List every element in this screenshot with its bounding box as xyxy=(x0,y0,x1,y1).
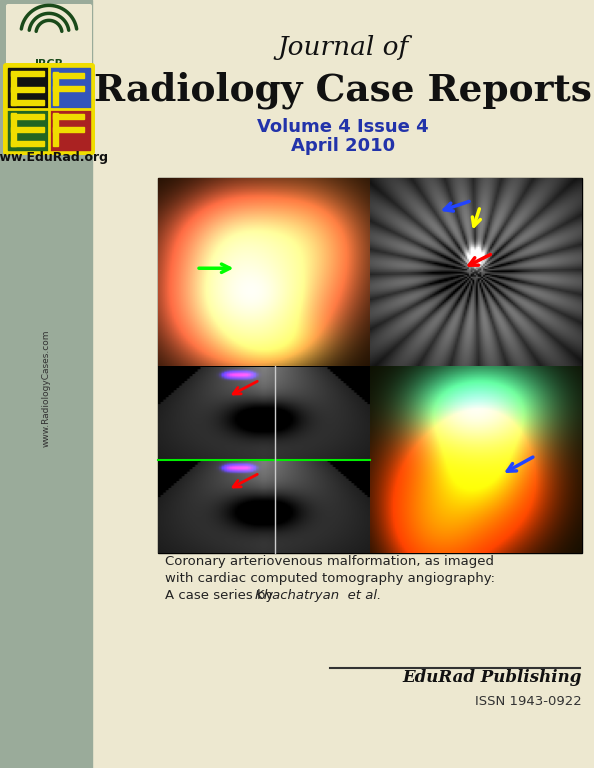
Bar xyxy=(11,113,16,146)
Text: April 2010: April 2010 xyxy=(291,137,395,155)
Bar xyxy=(11,114,44,119)
Bar xyxy=(8,109,49,150)
Text: EduRad Publishing: EduRad Publishing xyxy=(403,669,582,686)
Bar xyxy=(11,71,44,76)
Bar xyxy=(11,127,44,132)
Bar xyxy=(49,109,90,150)
Bar xyxy=(53,72,58,105)
Text: Coronary arteriovenous malformation, as imaged: Coronary arteriovenous malformation, as … xyxy=(165,555,494,568)
Text: with cardiac computed tomography angiography:: with cardiac computed tomography angiogr… xyxy=(165,572,495,585)
Bar xyxy=(11,141,44,146)
Bar xyxy=(53,73,84,78)
Bar xyxy=(11,100,44,105)
Bar xyxy=(11,72,16,105)
Bar xyxy=(0,0,92,768)
Text: www.RadiologyCases.com: www.RadiologyCases.com xyxy=(42,329,50,447)
Text: www.EduRad.org: www.EduRad.org xyxy=(0,151,109,164)
Bar xyxy=(49,68,90,109)
Text: Volume 4 Issue 4: Volume 4 Issue 4 xyxy=(257,118,429,136)
Text: ISSN 1943-0922: ISSN 1943-0922 xyxy=(475,695,582,708)
Text: A case series by: A case series by xyxy=(165,589,277,602)
Text: Khachatryan  et al.: Khachatryan et al. xyxy=(255,589,381,602)
Bar xyxy=(11,87,44,92)
Bar xyxy=(53,114,84,119)
Bar xyxy=(53,113,58,146)
FancyBboxPatch shape xyxy=(6,4,92,80)
Text: Journal of: Journal of xyxy=(277,35,409,61)
Text: Radiology Case Reports: Radiology Case Reports xyxy=(94,71,592,109)
Bar xyxy=(158,178,582,553)
Bar xyxy=(53,127,84,132)
Text: JRCR: JRCR xyxy=(34,58,64,68)
Bar xyxy=(53,86,84,91)
Bar xyxy=(8,68,49,109)
FancyBboxPatch shape xyxy=(3,63,95,155)
